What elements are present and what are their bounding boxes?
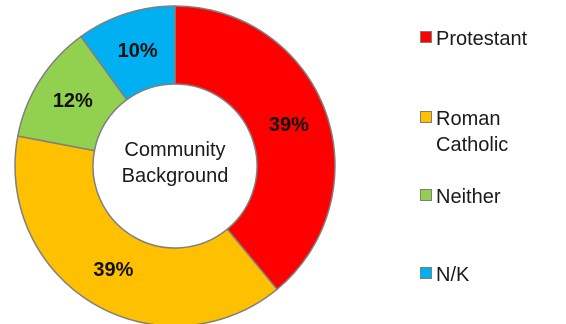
center-label: Community Background [121, 139, 229, 187]
legend: Protestant Roman Catholic Neither N/K [420, 26, 566, 306]
legend-label-neither: Neither [436, 186, 501, 208]
legend-item-nk: N/K [420, 262, 556, 288]
donut-chart: 39% 39% 12% 10% [14, 5, 336, 324]
legend-swatch-protestant [420, 31, 432, 43]
slices [14, 5, 336, 324]
legend-item-protestant: Protestant [420, 26, 556, 52]
slice-n-k [79, 5, 176, 101]
data-label-n-k: 10% [118, 40, 158, 62]
legend-swatch-neither [420, 189, 432, 201]
legend-label-roman-catholic: Roman Catholic [436, 108, 509, 156]
data-label-protestant: 39% [269, 114, 309, 136]
legend-item-roman-catholic: Roman Catholic [420, 106, 556, 158]
slice-roman-catholic [14, 135, 279, 324]
data-label-neither: 12% [53, 90, 93, 112]
legend-item-neither: Neither [420, 184, 556, 210]
legend-swatch-nk [420, 267, 432, 279]
data-labels: 39% 39% 12% 10% [53, 40, 309, 281]
legend-label-protestant: Protestant [436, 28, 528, 50]
legend-swatch-roman-catholic [420, 111, 432, 123]
slice-protestant [174, 5, 336, 291]
legend-label-nk: N/K [436, 264, 470, 286]
data-label-roman-catholic: 39% [93, 259, 133, 281]
